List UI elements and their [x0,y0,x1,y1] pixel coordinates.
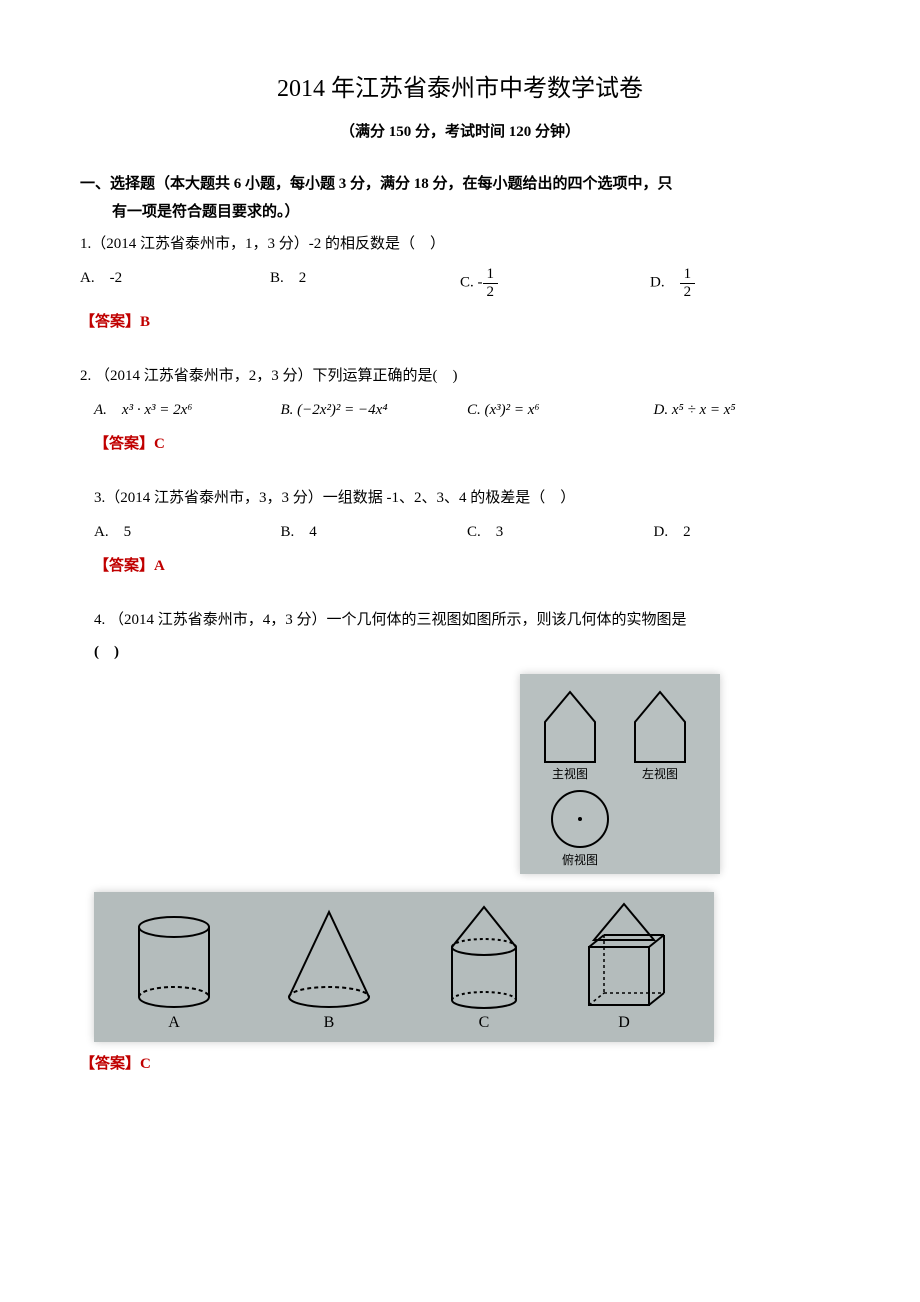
q2-answer: 【答案】C [94,432,840,456]
q1-optd-num: 1 [680,266,696,284]
q3-stem: 3.（2014 江苏省泰州市，3，3 分）一组数据 -1、2、3、4 的极差是（… [94,486,840,510]
q1-option-a: A. -2 [80,266,270,300]
solid-c-label: C [479,1014,490,1031]
q1-answer: 【答案】B [80,310,840,334]
solid-b-label: B [324,1014,335,1031]
q4-stem-cont: ( ) [94,640,840,664]
q1-optc-num: 1 [483,266,499,284]
section-header-cont: 有一项是符合题目要求的。） [112,200,840,224]
q3-option-a: A. 5 [94,520,281,544]
q1-optd-prefix: D. [650,275,680,291]
q1-optd-frac: 12 [680,266,696,300]
q3-option-c: C. 3 [467,520,654,544]
q1-option-c: C. -12 [460,266,650,300]
section-header: 一、选择题（本大题共 6 小题，每小题 3 分，满分 18 分，在每小题给出的四… [80,172,840,196]
q1-optc-frac: 12 [483,266,499,300]
q3-option-b: B. 4 [281,520,468,544]
q1-optc-den: 2 [483,284,499,301]
q4-answer: 【答案】C [80,1052,840,1076]
q2-stem: 2. （2014 江苏省泰州市，2，3 分）下列运算正确的是( ) [80,364,840,388]
q1-optd-den: 2 [680,284,696,301]
q2-option-c: C. (x³)² = x⁶ [467,398,654,422]
solid-d-label: D [618,1014,630,1031]
q1-options: A. -2 B. 2 C. -12 D. 12 [80,266,840,300]
solid-a-label: A [168,1014,180,1031]
q1-stem: 1.（2014 江苏省泰州市，1，3 分）-2 的相反数是（ ） [80,232,840,256]
subtitle: （满分 150 分，考试时间 120 分钟） [80,120,840,144]
q1-option-d: D. 12 [650,266,840,300]
q2-options: A. x³ · x³ = 2x⁶ B. (−2x²)² = −4x⁴ C. (x… [94,398,840,422]
page-title: 2014 年江苏省泰州市中考数学试卷 [80,70,840,108]
q3-option-d: D. 2 [654,520,841,544]
solids-options-diagram: A B C D [94,892,714,1042]
q4-container: 4. （2014 江苏省泰州市，4，3 分）一个几何体的三视图如图所示，则该几何… [80,608,840,1076]
q4-stem: 4. （2014 江苏省泰州市，4，3 分）一个几何体的三视图如图所示，则该几何… [94,608,840,632]
q1-option-b: B. 2 [270,266,460,300]
three-views-diagram: 主视图 左视图 俯视图 [520,674,720,874]
left-view-label: 左视图 [642,766,678,781]
q3-answer: 【答案】A [94,554,840,578]
q3-options: A. 5 B. 4 C. 3 D. 2 [94,520,840,544]
q1-optc-prefix: C. - [460,275,483,291]
top-view-label: 俯视图 [562,852,598,867]
q2-option-d: D. x⁵ ÷ x = x⁵ [654,398,841,422]
q2-option-b: B. (−2x²)² = −4x⁴ [281,398,468,422]
q2-option-a: A. x³ · x³ = 2x⁶ [94,398,281,422]
front-view-label: 主视图 [552,766,588,781]
